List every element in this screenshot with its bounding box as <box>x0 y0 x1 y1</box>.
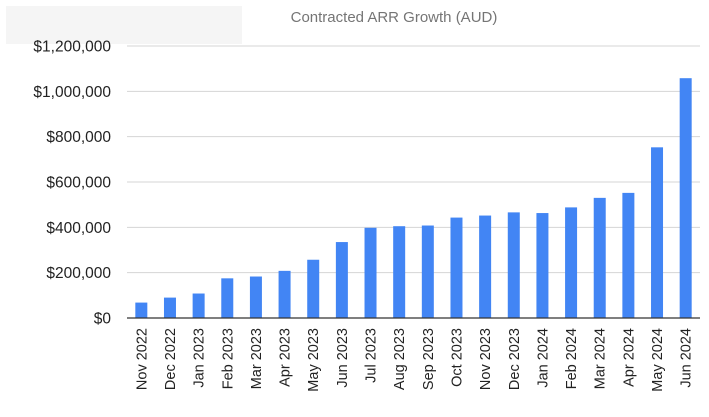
y-tick-label: $600,000 <box>46 175 111 192</box>
x-tick-label: Mar 2023 <box>249 328 265 389</box>
x-tick-label: Sep 2023 <box>421 328 437 390</box>
x-tick-label: Aug 2023 <box>392 328 408 390</box>
bar <box>565 207 578 318</box>
x-tick-label: Oct 2023 <box>449 328 465 387</box>
x-tick-label: May 2024 <box>650 328 666 392</box>
bar <box>450 217 463 318</box>
x-tick-label: Jul 2023 <box>364 328 380 383</box>
bars <box>135 78 692 318</box>
bar <box>135 302 148 318</box>
x-tick-label: Jan 2023 <box>192 328 208 388</box>
x-tick-label: Apr 2024 <box>621 328 637 387</box>
bar <box>249 276 262 318</box>
bar <box>278 270 291 318</box>
bar <box>364 227 377 318</box>
bar <box>507 212 520 318</box>
y-tick-label: $400,000 <box>46 220 111 237</box>
x-axis-ticks: Nov 2022 Dec 2022 Jan 2023 Feb 2023 Mar 2023… <box>134 328 694 392</box>
bar <box>221 278 234 318</box>
x-tick-label: Jan 2024 <box>535 328 551 388</box>
bar <box>593 197 606 318</box>
x-tick-label: Feb 2024 <box>564 328 580 389</box>
x-tick-label: Feb 2023 <box>220 328 236 389</box>
bar <box>192 293 205 318</box>
y-axis-ticks: $0 $200,000 $400,000 $600,000 $800,000 $1,000… <box>33 39 111 328</box>
bar <box>679 78 692 318</box>
x-tick-label: Mar 2024 <box>593 328 609 389</box>
gridlines <box>127 45 700 274</box>
bar <box>536 213 549 318</box>
background-panel <box>6 6 242 44</box>
y-tick-label: $800,000 <box>46 129 111 146</box>
bar <box>335 242 348 318</box>
bar <box>622 192 635 318</box>
x-tick-label: Dec 2022 <box>163 328 179 390</box>
bar <box>651 147 664 318</box>
x-tick-label: Nov 2022 <box>134 328 150 390</box>
bar <box>479 215 492 318</box>
x-tick-label: Jun 2023 <box>335 328 351 388</box>
bar <box>421 225 434 318</box>
x-tick-label: Jun 2024 <box>679 328 695 388</box>
x-tick-label: May 2023 <box>306 328 322 392</box>
bar <box>393 226 406 318</box>
y-tick-label: $1,200,000 <box>33 39 111 56</box>
x-tick-label: Dec 2023 <box>507 328 523 390</box>
x-tick-label: Nov 2023 <box>478 328 494 390</box>
y-tick-label: $1,000,000 <box>33 84 111 101</box>
chart-title: Contracted ARR Growth (AUD) <box>291 9 498 26</box>
bar <box>307 259 320 318</box>
x-tick-label: Apr 2023 <box>278 328 294 387</box>
y-tick-label: $200,000 <box>46 265 111 282</box>
y-tick-label: $0 <box>94 311 112 328</box>
bar <box>163 297 176 318</box>
